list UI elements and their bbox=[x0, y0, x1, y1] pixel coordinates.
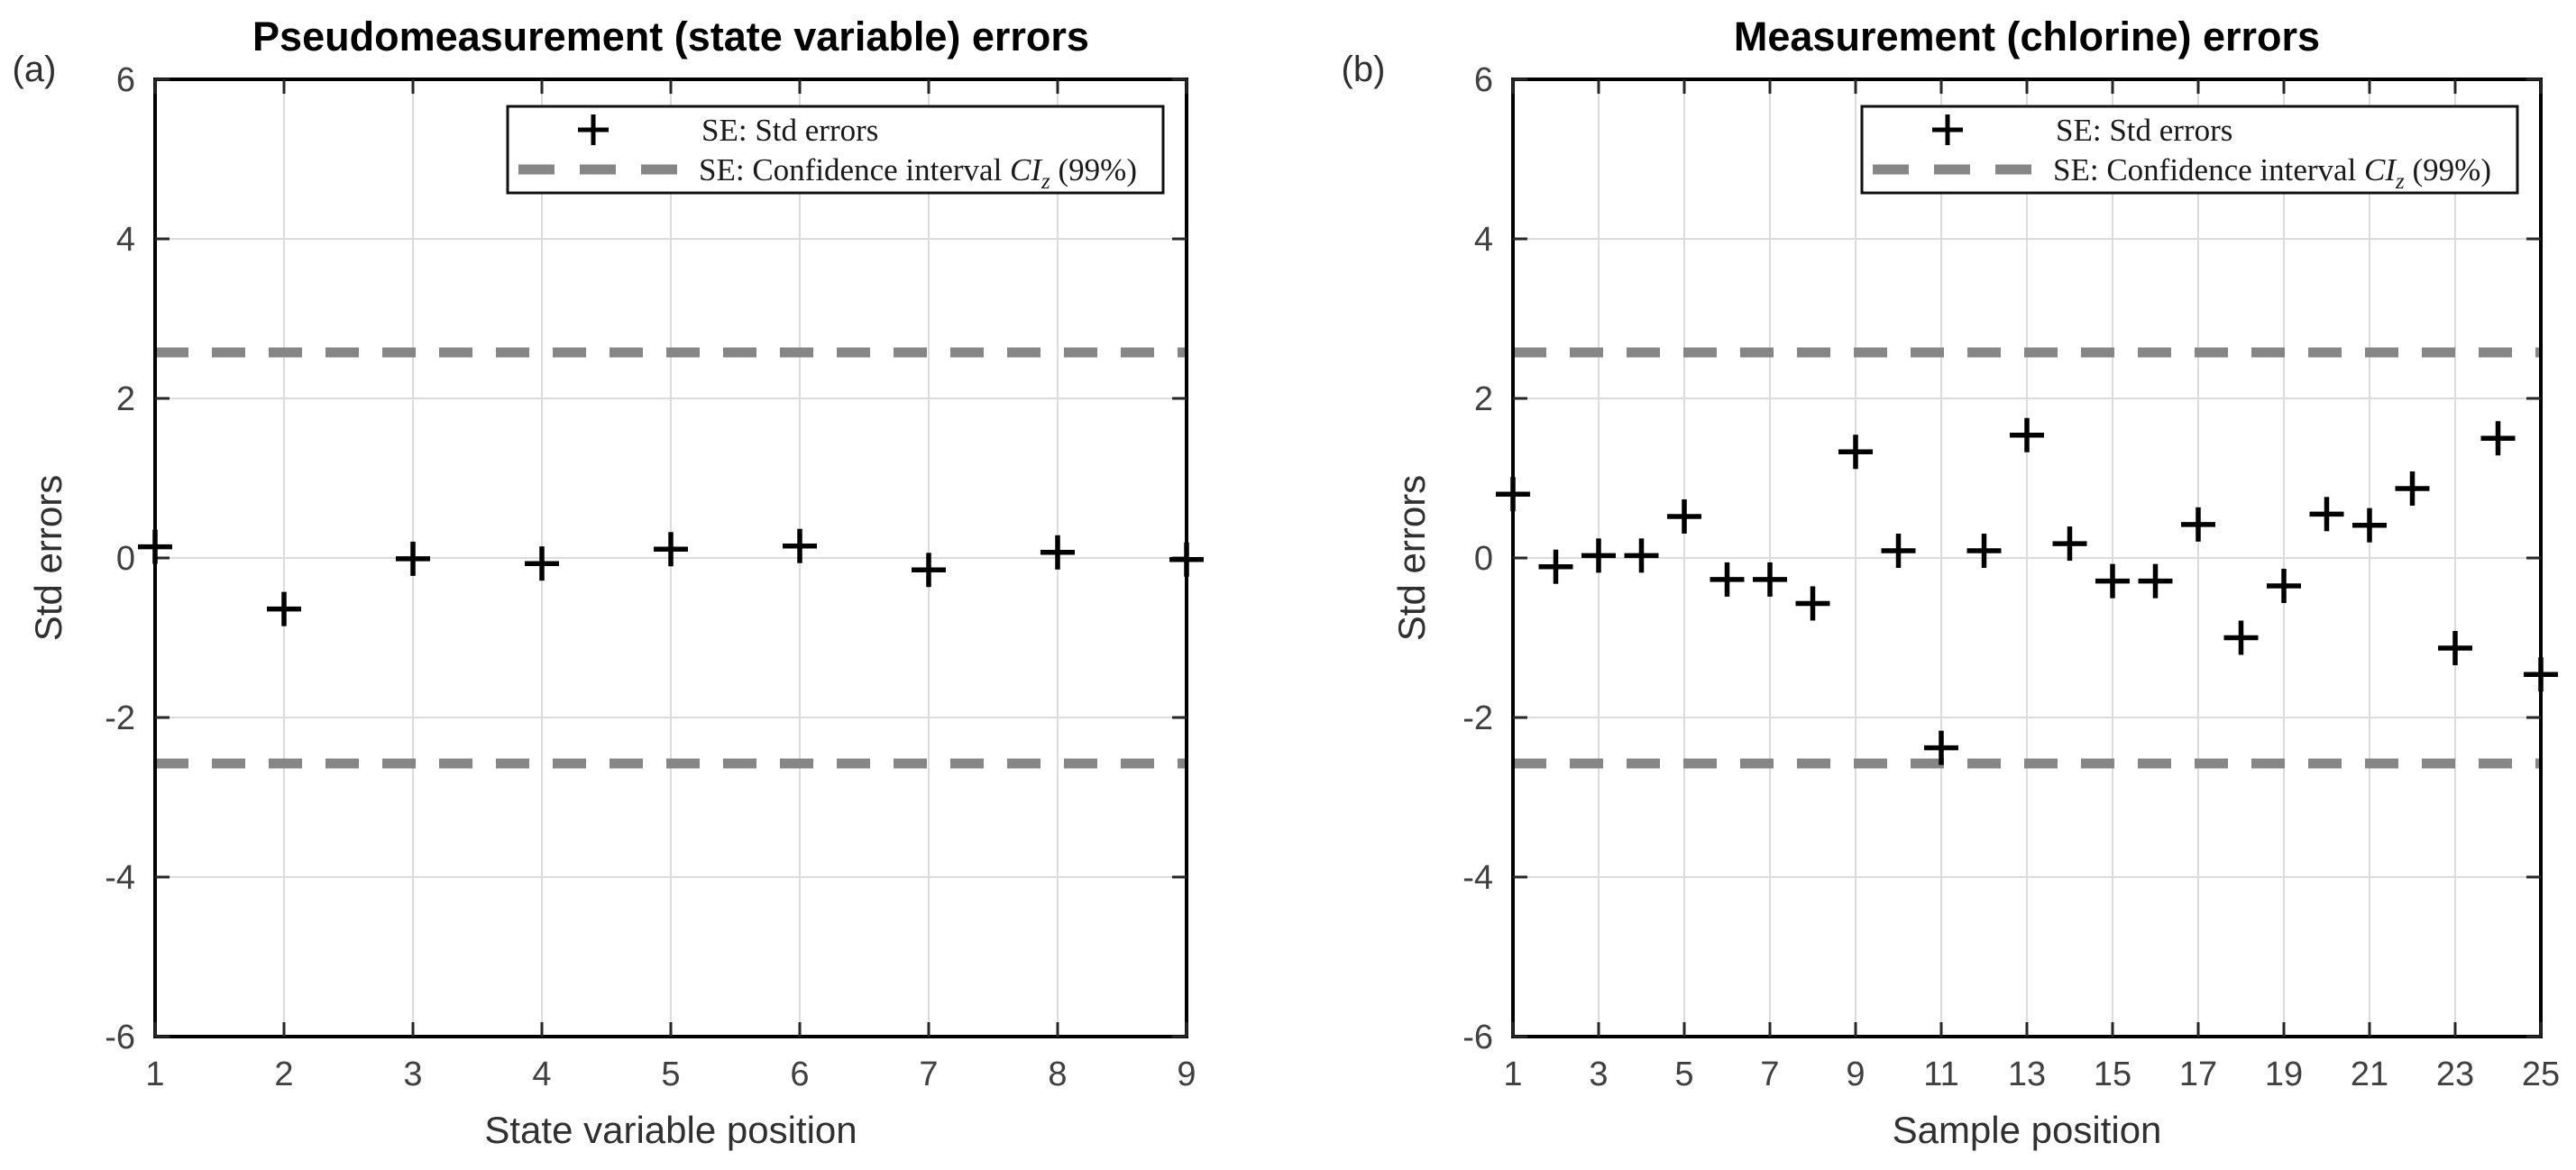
data-point-marker bbox=[1881, 534, 1916, 569]
data-point-marker bbox=[2438, 631, 2472, 666]
data-point-marker bbox=[2010, 417, 2044, 452]
x-tick-label: 7 bbox=[919, 1056, 938, 1093]
legend-label-std-errors: SE: Std errors bbox=[2056, 113, 2232, 148]
data-point-marker bbox=[2267, 568, 2301, 603]
y-tick-label: 4 bbox=[1474, 221, 1493, 259]
data-point-marker bbox=[2480, 421, 2516, 456]
legend-label-confidence-interval: SE: Confidence interval CIz (99%) bbox=[2053, 152, 2491, 194]
data-point-marker bbox=[912, 553, 946, 588]
y-tick-label: -6 bbox=[1462, 1019, 1493, 1056]
y-tick-label: -2 bbox=[105, 699, 135, 737]
x-tick-label: 15 bbox=[2094, 1056, 2131, 1093]
x-tick-label: 4 bbox=[532, 1056, 551, 1093]
data-point-marker bbox=[1169, 542, 1204, 577]
x-tick-label: 3 bbox=[1589, 1056, 1608, 1093]
data-point-marker bbox=[1838, 434, 1873, 470]
y-tick-label: 6 bbox=[116, 61, 135, 99]
data-point-marker bbox=[1924, 730, 1958, 765]
panel-b: 1 3 5 7 9 11 13 15 17 19 21 23 25-6-4-20246Measureme… bbox=[1342, 14, 2561, 1151]
data-point-marker bbox=[2223, 620, 2259, 655]
y-tick-label: 0 bbox=[116, 540, 135, 578]
panel-label: (b) bbox=[1342, 50, 1386, 89]
y-tick-label: 2 bbox=[116, 380, 135, 418]
x-tick-label: 5 bbox=[661, 1056, 680, 1093]
x-tick-label: 1 bbox=[1503, 1056, 1522, 1093]
panel-a: 1 2 3 4 5 6 7 8 9 -6 -4 -2 0 2 4 6 Pseudomeasurement (st… bbox=[13, 14, 1204, 1151]
data-point-marker bbox=[267, 591, 301, 626]
x-tick-label: 17 bbox=[2179, 1056, 2217, 1093]
x-tick-label: 9 bbox=[1846, 1056, 1865, 1093]
x-tick-label: 2 bbox=[274, 1056, 293, 1093]
data-point-marker bbox=[654, 532, 688, 567]
data-point-marker bbox=[138, 529, 172, 564]
x-tick-label: 23 bbox=[2436, 1056, 2474, 1093]
data-point-marker bbox=[1667, 498, 1701, 534]
data-point-marker bbox=[1710, 562, 1745, 597]
y-axis-label: Std errors bbox=[1390, 475, 1433, 641]
x-tick-label: 6 bbox=[790, 1056, 809, 1093]
data-point-marker bbox=[2095, 563, 2130, 599]
legend-box bbox=[506, 105, 1165, 195]
data-point-marker bbox=[783, 528, 817, 563]
data-point-marker bbox=[525, 546, 559, 581]
y-tick-label: 0 bbox=[1474, 540, 1493, 578]
data-point-marker bbox=[2138, 563, 2173, 599]
legend: SE: Std errors SE: Confidence interval CI… bbox=[506, 105, 1165, 195]
x-tick-label: 25 bbox=[2522, 1056, 2560, 1093]
data-point-marker bbox=[1753, 562, 1787, 597]
x-tick-label: 7 bbox=[1760, 1056, 1779, 1093]
y-tick-label: 2 bbox=[1474, 380, 1493, 418]
x-tick-label: 9 bbox=[1177, 1056, 1196, 1093]
y-tick-label: -4 bbox=[105, 859, 135, 897]
panel-label: (a) bbox=[13, 50, 57, 89]
x-tick-label: 8 bbox=[1048, 1056, 1067, 1093]
y-tick-label: 4 bbox=[116, 221, 135, 259]
x-axis-label: State variable position bbox=[484, 1109, 857, 1151]
x-tick-label: 21 bbox=[2351, 1056, 2388, 1093]
plot-title: Measurement (chlorine) errors bbox=[1734, 14, 2320, 59]
data-point-marker bbox=[2309, 497, 2344, 532]
legend-box bbox=[1860, 105, 2519, 195]
x-tick-label: 19 bbox=[2265, 1056, 2303, 1093]
x-tick-label: 11 bbox=[1923, 1056, 1958, 1093]
y-tick-label: 6 bbox=[1474, 61, 1493, 99]
legend-label-std-errors: SE: Std errors bbox=[701, 113, 878, 148]
x-tick-label: 5 bbox=[1674, 1056, 1693, 1093]
legend-label-confidence-interval: SE: Confidence interval CIz (99%) bbox=[699, 152, 1137, 194]
x-tick-label: 3 bbox=[403, 1056, 422, 1093]
data-point-marker bbox=[1538, 549, 1573, 584]
data-point-marker bbox=[1581, 538, 1616, 573]
data-point-marker bbox=[1795, 586, 1830, 621]
data-point-marker bbox=[2181, 507, 2215, 542]
x-axis-label: Sample position bbox=[1893, 1109, 2162, 1151]
data-point-marker bbox=[1496, 477, 1530, 512]
data-point-marker bbox=[1966, 534, 2002, 569]
data-point-marker bbox=[2395, 471, 2430, 507]
data-point-marker bbox=[396, 541, 430, 576]
y-tick-label: -2 bbox=[1462, 699, 1493, 737]
data-point-marker bbox=[2524, 657, 2558, 692]
x-tick-label: 13 bbox=[2008, 1056, 2046, 1093]
legend: SE: Std errors SE: Confidence interval CI… bbox=[1860, 105, 2519, 195]
plot-title: Pseudomeasurement (state variable) error… bbox=[252, 14, 1089, 59]
data-point-marker bbox=[1040, 535, 1075, 570]
data-point-marker bbox=[2352, 507, 2387, 543]
data-point-marker bbox=[1624, 538, 1659, 573]
x-tick-label: 1 bbox=[145, 1056, 164, 1093]
y-axis-label: Std errors bbox=[27, 475, 69, 641]
data-point-marker bbox=[2052, 526, 2087, 562]
y-tick-label: -4 bbox=[1462, 859, 1493, 897]
y-tick-label: -6 bbox=[105, 1019, 135, 1056]
